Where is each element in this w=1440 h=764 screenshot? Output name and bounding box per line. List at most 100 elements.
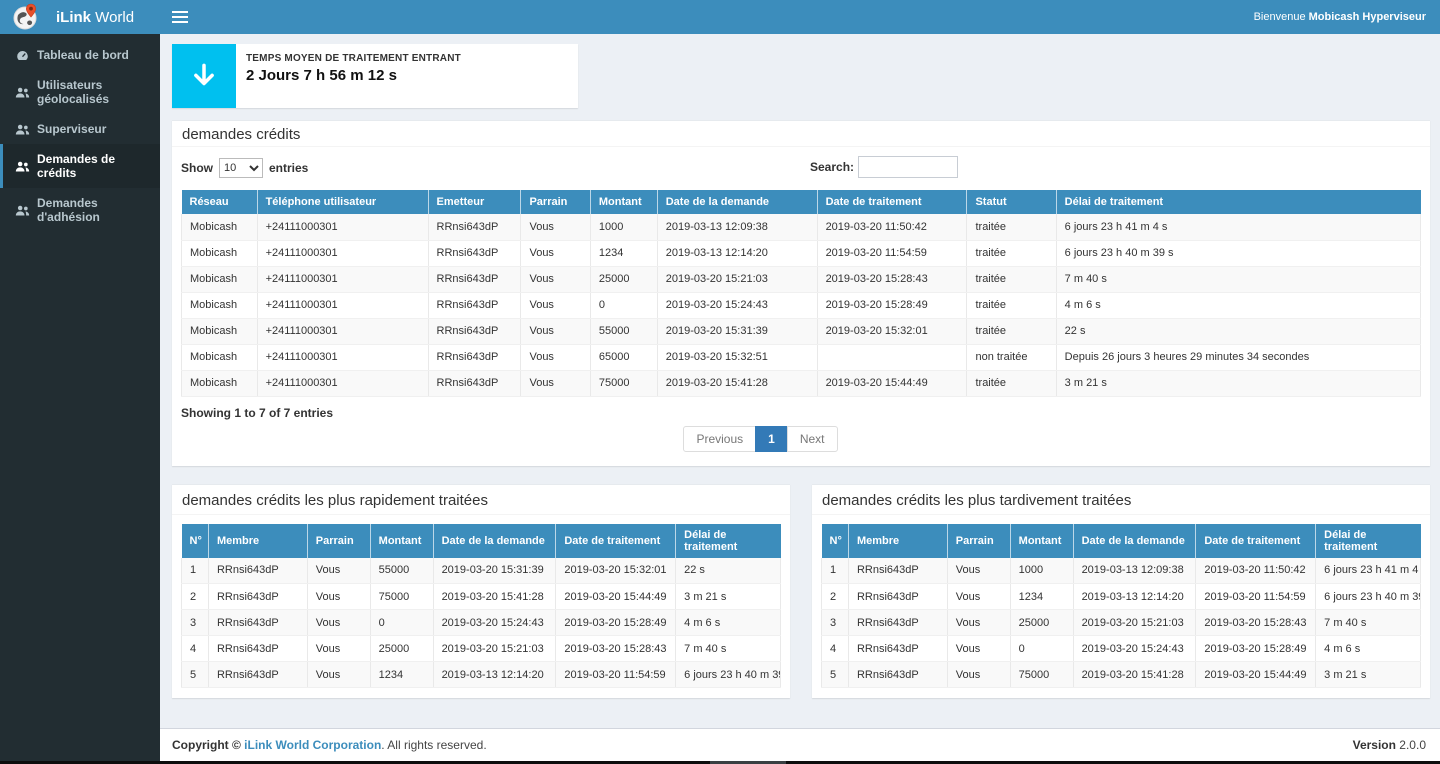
table-cell: 6 jours 23 h 40 m 39 s [1056, 240, 1422, 267]
table-cell: 2019-03-20 15:24:43 [1073, 635, 1197, 662]
column-header[interactable]: Réseau [181, 190, 258, 214]
bottom-panels-row: demandes crédits les plus rapidement tra… [172, 483, 1430, 698]
fastest-panel: demandes crédits les plus rapidement tra… [172, 483, 790, 698]
table-cell: Vous [307, 609, 371, 636]
sidebar-item-label: Superviseur [37, 122, 107, 136]
table-cell: 2019-03-20 15:32:01 [817, 318, 968, 345]
table-cell: 4 [181, 635, 209, 662]
sidebar-toggle-icon[interactable] [160, 0, 200, 34]
table-cell: 2019-03-20 15:41:28 [1073, 661, 1197, 688]
table-cell: 0 [590, 292, 658, 319]
table-cell: Vous [520, 292, 591, 319]
table-cell: RRnsi643dP [428, 214, 522, 241]
table-row: Mobicash +24111000301 RRnsi643dP Vous 25000 2… [181, 266, 1422, 293]
table-cell: 55000 [590, 318, 658, 345]
globe-pin-logo-icon [13, 3, 37, 30]
table-cell: RRnsi643dP [208, 661, 308, 688]
slowest-panel-title: demandes crédits les plus tardivement tr… [812, 485, 1430, 515]
column-header[interactable]: Parrain [520, 190, 591, 214]
table-cell: RRnsi643dP [208, 635, 308, 662]
column-header: Parrain [307, 523, 371, 558]
table-cell: traitée [966, 214, 1057, 241]
table-cell: 2019-03-20 15:24:43 [433, 609, 557, 636]
page-1-button[interactable]: 1 [755, 425, 788, 452]
table-cell: RRnsi643dP [848, 661, 948, 688]
table-row: 3 RRnsi643dP Vous 0 2019-03-20 15:24:43 2019-… [181, 609, 781, 636]
show-label: Show [181, 161, 213, 175]
table-cell: 75000 [1010, 661, 1074, 688]
footer: Copyright © iLink World Corporation. All… [160, 728, 1440, 761]
screen-bottom-edge [0, 761, 1440, 764]
datatable-controls: Show 10 entries Search: [181, 156, 1421, 182]
table-cell: 2019-03-13 12:14:20 [433, 661, 557, 688]
table-cell: +24111000301 [257, 370, 429, 397]
column-header: N° [821, 523, 849, 558]
table-cell: RRnsi643dP [848, 609, 948, 636]
table-cell: 4 [821, 635, 849, 662]
table-cell: Mobicash [181, 344, 258, 371]
column-header[interactable]: Montant [590, 190, 658, 214]
sidebar-item-label: Utilisateurs géolocalisés [37, 78, 110, 106]
column-header[interactable]: Emetteur [428, 190, 522, 214]
table-cell: traitée [966, 370, 1057, 397]
table-cell: 0 [1010, 635, 1074, 662]
sidebar-item-superviseur[interactable]: Superviseur [0, 114, 160, 144]
table-cell: 55000 [370, 557, 434, 584]
sidebar-item-demandes-de-credits[interactable]: Demandes de crédits [0, 144, 160, 188]
table-cell: 2019-03-13 12:09:38 [657, 214, 818, 241]
sidebar-item-label: Demandes d'adhésion [37, 196, 100, 224]
table-cell: 6 jours 23 h 41 m 4 s [1315, 557, 1421, 584]
column-header[interactable]: Date de traitement [817, 190, 968, 214]
table-cell: RRnsi643dP [208, 583, 308, 610]
table-cell: 2019-03-20 15:21:03 [433, 635, 557, 662]
table-cell: traitée [966, 266, 1057, 293]
table-cell: 1 [181, 557, 209, 584]
table-cell: 2019-03-20 11:54:59 [555, 661, 677, 688]
table-info: Showing 1 to 7 of 7 entries [181, 405, 334, 420]
table-cell: RRnsi643dP [208, 557, 308, 584]
brand-link[interactable]: iLink World [0, 0, 160, 34]
table-cell: Vous [307, 661, 371, 688]
table-cell: traitée [966, 292, 1057, 319]
table-cell: 4 m 6 s [1056, 292, 1422, 319]
column-header[interactable]: Téléphone utilisateur [257, 190, 429, 214]
table-cell: Vous [947, 635, 1011, 662]
table-cell: 2019-03-20 15:24:43 [657, 292, 818, 319]
column-header[interactable]: Date de la demande [657, 190, 818, 214]
table-cell: 2019-03-20 15:44:49 [1195, 661, 1317, 688]
table-row: 5 RRnsi643dP Vous 1234 2019-03-13 12:14:20 20… [181, 661, 781, 688]
table-cell: 7 m 40 s [675, 635, 781, 662]
table-cell: 2019-03-20 15:28:43 [817, 266, 968, 293]
table-cell: 25000 [370, 635, 434, 662]
table-cell: Vous [947, 557, 1011, 584]
table-cell: 2019-03-20 15:21:03 [657, 266, 818, 293]
sidebar-item-utilisateurs-geolocalises[interactable]: Utilisateurs géolocalisés [0, 70, 160, 114]
table-cell: RRnsi643dP [848, 583, 948, 610]
table-cell: 0 [370, 609, 434, 636]
page-length-select[interactable]: 10 [219, 158, 263, 178]
column-header[interactable]: Statut [966, 190, 1057, 214]
page-length-control: Show 10 entries [181, 156, 1421, 178]
table-cell: 3 [821, 609, 849, 636]
stat-card-title: TEMPS MOYEN DE TRAITEMENT ENTRANT [246, 53, 461, 64]
search-input[interactable] [858, 156, 959, 178]
table-cell: +24111000301 [257, 318, 429, 345]
arrow-down-icon [172, 44, 236, 108]
fastest-panel-title: demandes crédits les plus rapidement tra… [172, 485, 790, 515]
sidebar: iLink World Tableau de bord Utilisateurs… [0, 0, 160, 764]
users-icon [15, 87, 30, 97]
table-cell: 1 [821, 557, 849, 584]
table-cell: 6 jours 23 h 40 m 39 s [675, 661, 781, 688]
welcome-text: Bienvenue Mobicash Hyperviseur [1253, 11, 1426, 23]
table-cell: traitée [966, 240, 1057, 267]
sidebar-item-demandes-adhesion[interactable]: Demandes d'adhésion [0, 188, 160, 232]
table-cell: RRnsi643dP [428, 370, 522, 397]
table-cell: 2019-03-20 15:28:43 [1195, 609, 1317, 636]
next-page-button[interactable]: Next [786, 425, 838, 452]
column-header[interactable]: Délai de traitement [1056, 190, 1421, 214]
sidebar-item-tableau-de-bord[interactable]: Tableau de bord [0, 40, 160, 70]
slowest-table: N° Membre Parrain Montant Date de la demande… [821, 523, 1421, 688]
company-link[interactable]: iLink World Corporation [244, 738, 382, 752]
table-cell: 6 jours 23 h 41 m 4 s [1056, 214, 1422, 241]
previous-page-button[interactable]: Previous [683, 425, 757, 452]
